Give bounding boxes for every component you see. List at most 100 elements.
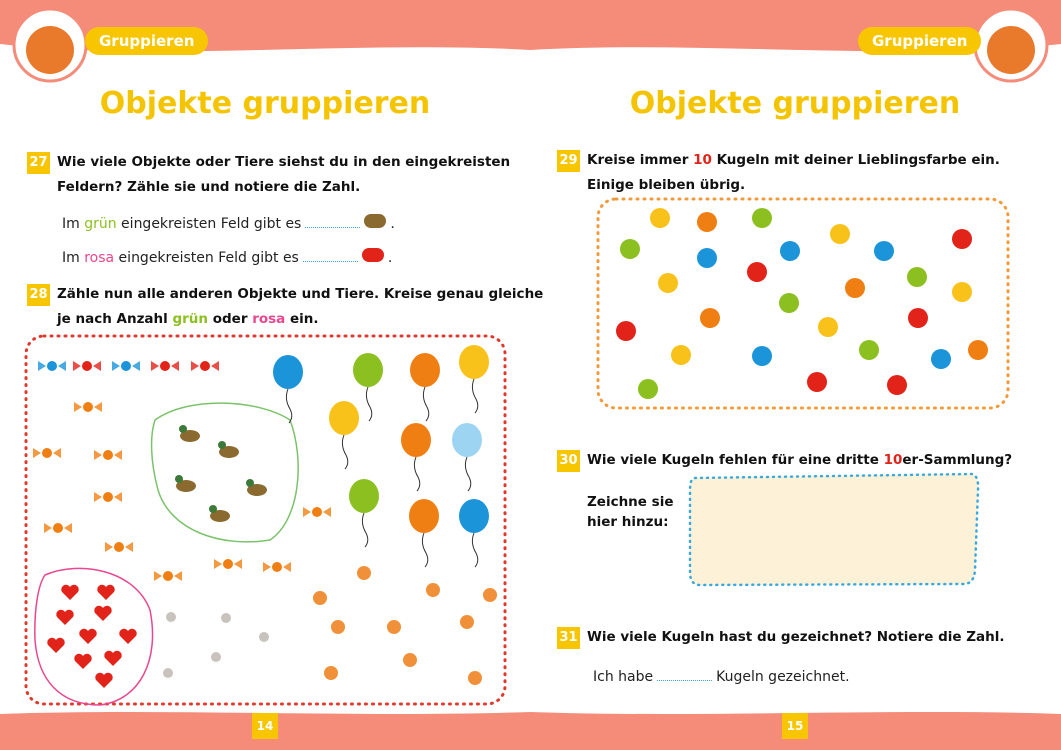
heart: [97, 584, 115, 600]
pink-circle: [34, 567, 154, 706]
mascot: [987, 26, 1035, 74]
ball: [845, 278, 865, 298]
candy: [163, 571, 173, 581]
ball: [752, 208, 772, 228]
balloon: [273, 355, 303, 389]
ball: [907, 267, 927, 287]
answer-line: Im rosa eingekreisten Feld gibt es.: [62, 241, 395, 275]
ball: [859, 340, 879, 360]
mouse: [166, 612, 176, 622]
ball: [952, 282, 972, 302]
candy-wrap: [44, 523, 72, 533]
tab: Gruppieren: [858, 27, 982, 55]
balloon-string: [361, 512, 369, 548]
heart: [119, 628, 137, 644]
cat: [387, 620, 401, 634]
heart: [79, 628, 97, 644]
text-part: rosa: [252, 311, 286, 327]
balloon-string: [365, 386, 373, 422]
balloon: [409, 499, 439, 533]
icon: [364, 214, 387, 228]
page-number: 14: [252, 713, 278, 739]
text-part: eingekreisten Feld gibt es: [116, 216, 302, 232]
candy: [223, 559, 233, 569]
cat: [483, 588, 497, 602]
ball: [658, 273, 678, 293]
candy-wrap: [33, 448, 61, 458]
hint: Zeichne sie hier hinzu:: [587, 492, 673, 532]
candy-wrap: [73, 361, 101, 371]
heart: [47, 637, 65, 653]
mouse: [163, 668, 173, 678]
cat: [331, 620, 345, 634]
balloon: [329, 401, 359, 435]
text-part: Feldern? Zähle sie und notiere die Zahl.: [57, 179, 361, 195]
ball: [620, 239, 640, 259]
balloon-string: [413, 456, 421, 492]
ball: [818, 317, 838, 337]
text-part: ein.: [285, 311, 319, 327]
candy: [200, 361, 210, 371]
footer-band: [0, 712, 1061, 750]
hint-line: Zeichne sie: [587, 494, 674, 510]
line: Feldern? Zähle sie und notiere die Zahl.: [57, 175, 510, 200]
text-part: Zähle nun alle anderen Objekte und Tiere…: [57, 286, 544, 302]
ball: [830, 224, 850, 244]
mouse: [221, 613, 231, 623]
cat: [324, 666, 338, 680]
duck: [180, 430, 200, 442]
candy: [103, 450, 113, 460]
line: Wie viele Objekte oder Tiere siehst du i…: [57, 150, 510, 175]
ball: [697, 212, 717, 232]
duck: [210, 510, 230, 522]
ball: [671, 345, 691, 365]
candy-wrap: [105, 542, 133, 552]
duck-head: [246, 479, 254, 487]
heart: [104, 650, 122, 666]
answer-line: Im grün eingekreisten Feld gibt es.: [62, 207, 395, 241]
heart: [94, 605, 112, 621]
candy-wrap: [191, 361, 219, 371]
candy-wrap: [112, 361, 140, 371]
candy-wrap: [94, 450, 122, 460]
text-part: .: [390, 216, 395, 232]
candy-wrap: [94, 492, 122, 502]
balloon-string: [422, 386, 430, 422]
balloon-string: [471, 532, 479, 568]
exercise-number: 28: [27, 284, 50, 306]
green-circle: [150, 402, 299, 543]
text-part: grün: [84, 216, 117, 232]
cat: [313, 591, 327, 605]
balloon: [452, 423, 482, 457]
ball: [874, 241, 894, 261]
balloon: [353, 353, 383, 387]
ball: [697, 248, 717, 268]
duck: [247, 484, 267, 496]
candy: [121, 361, 131, 371]
mascot: [26, 26, 74, 74]
line: Wie viele Kugeln hast du gezeichnet? Not…: [587, 625, 1004, 650]
candy-wrap: [263, 562, 291, 572]
blank: [657, 680, 713, 681]
candy: [160, 361, 170, 371]
text-part: Wie viele Objekte oder Tiere siehst du i…: [57, 154, 511, 170]
text-part: Im: [62, 250, 85, 266]
candy: [103, 492, 113, 502]
candy-wrap: [74, 402, 102, 412]
balloon: [410, 353, 440, 387]
candy-wrap: [214, 559, 242, 569]
answer-text: Ich habe: [593, 669, 654, 685]
line: Zähle nun alle anderen Objekte und Tiere…: [57, 282, 543, 307]
ball: [638, 379, 658, 399]
ball: [752, 346, 772, 366]
candy: [82, 361, 92, 371]
ball: [780, 241, 800, 261]
balloon-string: [341, 434, 349, 470]
ball: [931, 349, 951, 369]
duck: [176, 480, 196, 492]
text-part: je nach Anzahl: [57, 311, 173, 327]
balloon: [401, 423, 431, 457]
text-part: oder: [208, 311, 253, 327]
ball: [807, 372, 827, 392]
duck-head: [209, 505, 217, 513]
